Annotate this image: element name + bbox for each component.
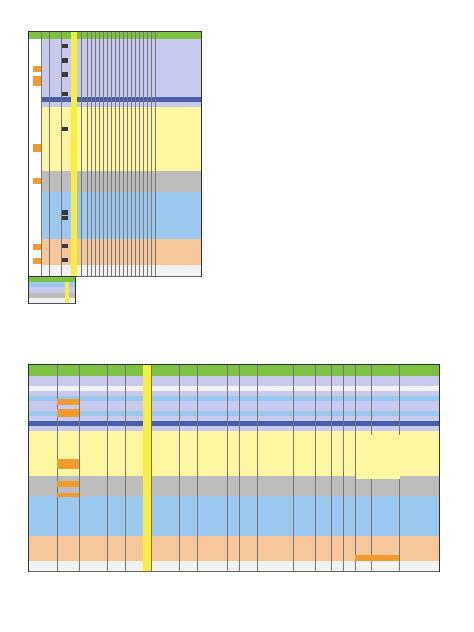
product-image	[62, 244, 68, 248]
highlight-cell	[33, 76, 41, 86]
column-divider	[81, 32, 82, 276]
highlight-cell	[57, 481, 79, 487]
product-image	[62, 210, 68, 215]
column-divider	[119, 32, 120, 276]
highlight-cell	[57, 493, 79, 497]
product-image	[62, 44, 68, 48]
table-row	[29, 566, 439, 572]
column-divider	[127, 32, 128, 276]
legend-row	[29, 297, 75, 304]
product-image	[62, 216, 68, 220]
highlight-cell	[57, 399, 79, 405]
highlight-column	[71, 32, 77, 276]
column-divider	[103, 32, 104, 276]
column-divider	[91, 32, 92, 276]
legend-table	[28, 276, 76, 304]
spreadsheet-thumbnail-top	[28, 31, 202, 277]
column-divider	[315, 365, 316, 571]
column-divider	[151, 32, 152, 276]
highlight-cell	[33, 244, 41, 250]
column-divider	[123, 32, 124, 276]
column-divider	[111, 32, 112, 276]
highlight-column	[143, 365, 151, 571]
highlight-cell	[33, 258, 41, 264]
product-image	[62, 58, 68, 63]
column-divider	[155, 32, 156, 276]
highlight-cell	[33, 66, 41, 72]
column-divider	[41, 32, 42, 276]
column-divider	[131, 32, 132, 276]
header-row	[29, 365, 439, 376]
column-divider	[87, 32, 88, 276]
column-divider	[115, 32, 116, 276]
product-image	[62, 72, 68, 77]
column-divider	[49, 32, 50, 276]
column-divider	[331, 365, 332, 571]
column-divider	[99, 32, 100, 276]
notes-block	[355, 435, 400, 479]
product-image	[62, 127, 68, 131]
table-row	[41, 270, 201, 277]
column-divider	[147, 32, 148, 276]
column-divider	[143, 32, 144, 276]
highlight-cell	[57, 459, 79, 469]
column-divider	[135, 32, 136, 276]
column-divider	[257, 365, 258, 571]
column-divider	[227, 365, 228, 571]
column-divider	[125, 365, 126, 571]
column-divider	[293, 365, 294, 571]
spreadsheet-thumbnail-bottom	[28, 364, 440, 572]
column-divider	[61, 32, 62, 276]
notes-block	[355, 555, 399, 561]
column-divider	[343, 365, 344, 571]
column-divider	[197, 365, 198, 571]
column-divider	[107, 365, 108, 571]
column-divider	[79, 365, 80, 571]
product-image	[62, 258, 68, 262]
column-divider	[239, 365, 240, 571]
column-divider	[179, 365, 180, 571]
column-divider	[151, 365, 152, 571]
column-divider	[107, 32, 108, 276]
column-divider	[139, 32, 140, 276]
column-divider	[95, 32, 96, 276]
highlight-cell	[57, 409, 79, 417]
product-image	[62, 92, 68, 96]
legend-highlight	[65, 282, 69, 303]
highlight-cell	[33, 178, 41, 184]
highlight-cell	[33, 144, 41, 152]
